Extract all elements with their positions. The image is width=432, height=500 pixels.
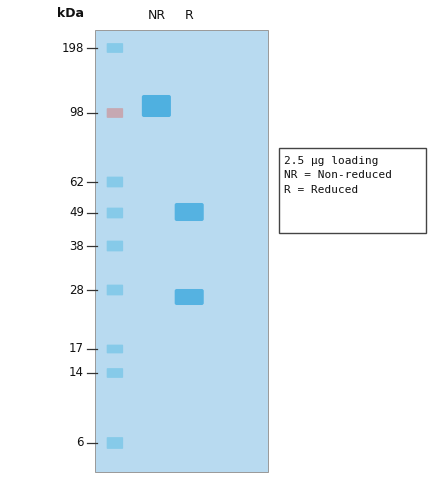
FancyBboxPatch shape bbox=[107, 43, 123, 53]
FancyBboxPatch shape bbox=[107, 284, 123, 296]
Text: 98: 98 bbox=[69, 106, 84, 120]
FancyBboxPatch shape bbox=[107, 108, 123, 118]
Text: 17: 17 bbox=[69, 342, 84, 355]
Text: NR: NR bbox=[147, 9, 165, 22]
Text: 198: 198 bbox=[62, 42, 84, 54]
Text: 6: 6 bbox=[76, 436, 84, 450]
FancyBboxPatch shape bbox=[142, 95, 171, 117]
Text: 38: 38 bbox=[69, 240, 84, 252]
FancyBboxPatch shape bbox=[175, 289, 204, 305]
FancyBboxPatch shape bbox=[107, 208, 123, 218]
Text: 49: 49 bbox=[69, 206, 84, 220]
Text: 14: 14 bbox=[69, 366, 84, 380]
Text: 28: 28 bbox=[69, 284, 84, 296]
Text: 62: 62 bbox=[69, 176, 84, 188]
Bar bbox=[279, 148, 426, 233]
FancyBboxPatch shape bbox=[175, 203, 204, 221]
Text: R: R bbox=[185, 9, 194, 22]
FancyBboxPatch shape bbox=[107, 344, 123, 354]
Text: kDa: kDa bbox=[57, 7, 84, 20]
FancyBboxPatch shape bbox=[107, 437, 123, 449]
FancyBboxPatch shape bbox=[107, 368, 123, 378]
Text: 2.5 μg loading
NR = Non-reduced
R = Reduced: 2.5 μg loading NR = Non-reduced R = Redu… bbox=[284, 156, 392, 195]
FancyBboxPatch shape bbox=[107, 176, 123, 188]
FancyBboxPatch shape bbox=[107, 240, 123, 252]
Bar bbox=[95, 30, 268, 472]
